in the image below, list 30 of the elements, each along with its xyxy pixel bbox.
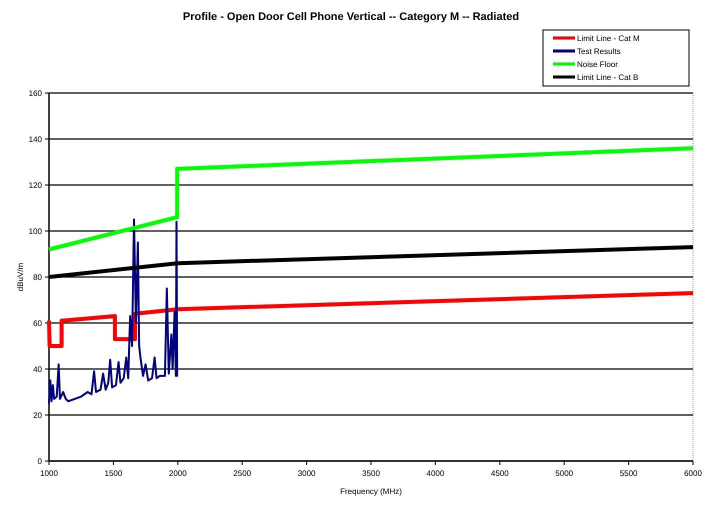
- x-tick-label: 2000: [168, 469, 188, 478]
- x-tick-label: 6000: [684, 469, 702, 478]
- y-tick-label: 0: [38, 456, 43, 466]
- line-series: [47, 146, 695, 252]
- legend-label: Test Results: [577, 46, 621, 56]
- chart-title: Profile - Open Door Cell Phone Vertical -- Category M -- Radiated: [182, 11, 520, 23]
- y-tick-label: 60: [33, 318, 43, 328]
- y-tick-label: 80: [33, 272, 43, 282]
- legend-label: Limit Line - Cat M: [577, 34, 640, 43]
- x-tick-label: 5500: [620, 469, 638, 478]
- line-series: [47, 291, 695, 348]
- y-tick-label: 100: [28, 226, 43, 236]
- y-tick-label: 160: [28, 88, 43, 98]
- x-tick-label: 5000: [555, 469, 574, 478]
- legend-label: Noise Floor: [577, 60, 618, 69]
- line-series: [48, 218, 179, 404]
- legend-label: Limit Line - Cat B: [577, 72, 638, 82]
- x-tick-label: 3000: [298, 469, 316, 478]
- y-axis-title: dBuV/m: [16, 262, 25, 292]
- x-tick-label: 1500: [104, 469, 123, 478]
- x-tick-label: 1000: [40, 469, 58, 478]
- x-tick-label: 4500: [490, 469, 510, 478]
- y-tick-label: 120: [28, 180, 43, 190]
- y-tick-label: 40: [33, 364, 43, 374]
- x-axis-title: Frequency (MHz): [340, 487, 402, 496]
- y-tick-label: 20: [33, 410, 43, 420]
- x-tick-label: 3500: [362, 469, 380, 478]
- y-tick-label: 140: [28, 134, 43, 144]
- x-tick-label: 2500: [233, 469, 252, 478]
- x-tick-label: 4000: [426, 469, 445, 478]
